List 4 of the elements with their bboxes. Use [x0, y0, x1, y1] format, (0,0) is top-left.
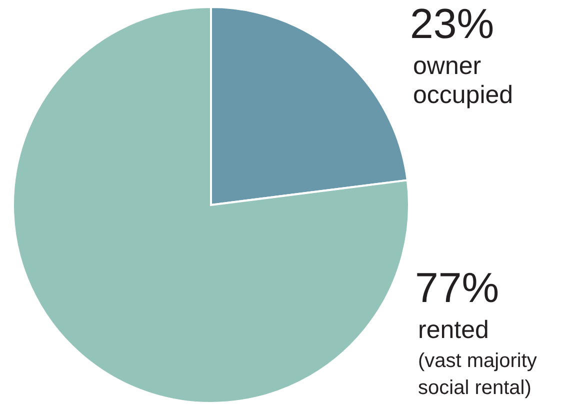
data-label: 77% — [415, 264, 500, 311]
slice-label: rented (vast majority social rental) — [418, 316, 537, 399]
data-label: 23% — [410, 0, 494, 47]
slice-label: owner occupied — [413, 52, 514, 109]
